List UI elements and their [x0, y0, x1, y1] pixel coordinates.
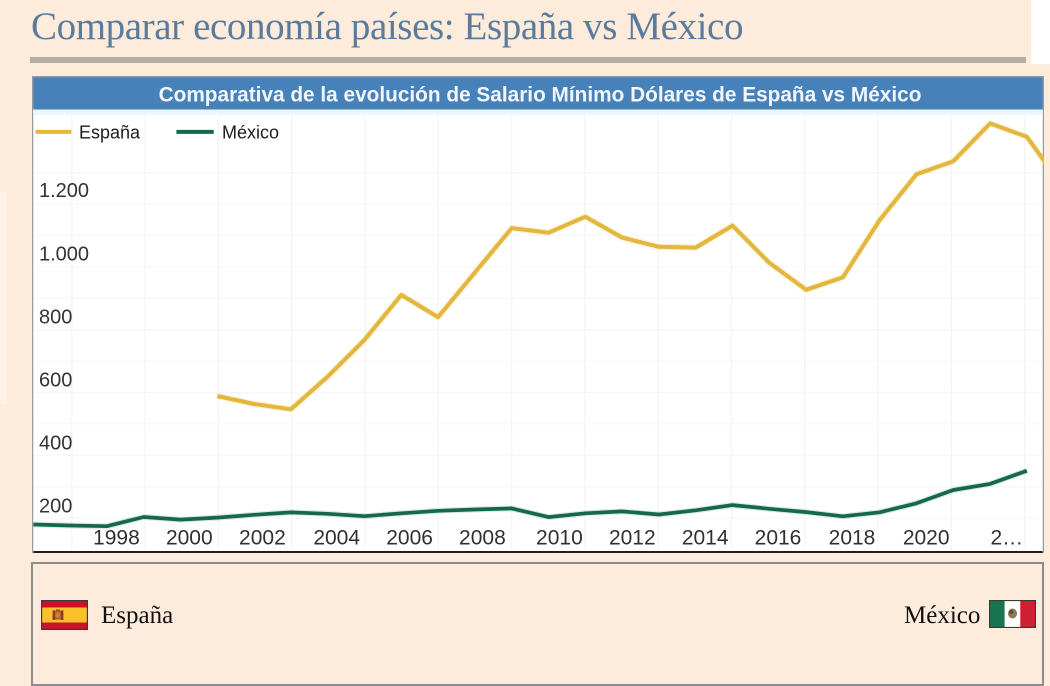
svg-text:1.200: 1.200	[39, 180, 89, 202]
svg-text:400: 400	[39, 432, 72, 454]
svg-text:2016: 2016	[755, 527, 802, 550]
svg-text:México: México	[222, 122, 279, 142]
svg-text:2006: 2006	[386, 527, 433, 550]
svg-text:2014: 2014	[682, 527, 729, 550]
svg-text:800: 800	[39, 306, 72, 328]
svg-text:1998: 1998	[93, 527, 140, 550]
svg-text:2020: 2020	[903, 527, 950, 550]
svg-text:600: 600	[39, 369, 72, 391]
svg-text:2000: 2000	[166, 527, 213, 550]
svg-text:2010: 2010	[536, 527, 583, 550]
svg-text:2012: 2012	[609, 527, 656, 550]
svg-text:2…: 2…	[990, 527, 1023, 550]
svg-text:1.000: 1.000	[39, 243, 89, 265]
svg-text:2018: 2018	[829, 527, 876, 550]
svg-text:2002: 2002	[239, 527, 286, 550]
svg-text:2004: 2004	[313, 527, 360, 550]
svg-text:2008: 2008	[459, 527, 506, 550]
svg-text:200: 200	[39, 496, 72, 518]
svg-text:España: España	[79, 122, 141, 142]
svg-text:Comparativa de la evolución de: Comparativa de la evolución de Salario M…	[159, 84, 922, 107]
